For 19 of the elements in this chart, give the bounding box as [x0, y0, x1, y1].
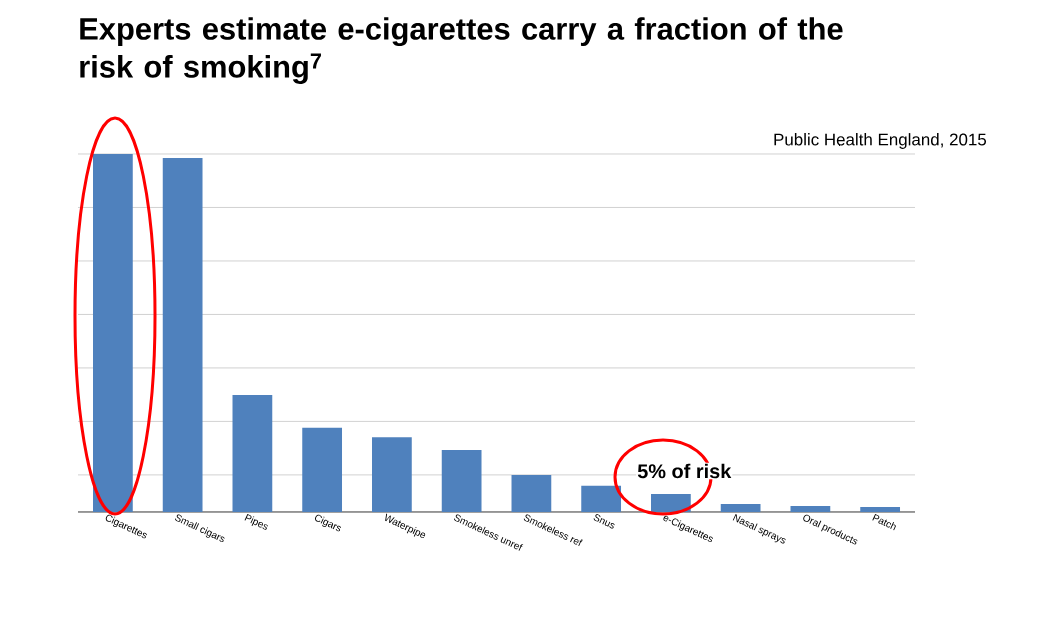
- bar: [372, 437, 412, 512]
- bar: [860, 506, 901, 512]
- bar: [790, 505, 831, 512]
- bar: [232, 394, 273, 512]
- chart-title: Experts estimate e-cigarettes carry a fraction of the risk of smoking$^{7}$: [80, 17, 843, 84]
- bar: [93, 153, 133, 512]
- bar: [651, 494, 691, 512]
- annotation: 5% of risk: [637, 463, 732, 479]
- bar: [302, 427, 343, 512]
- text: Public Health England, 2015: [774, 133, 987, 149]
- bar: [720, 504, 761, 512]
- x-tick-label: Patch: [872, 513, 896, 531]
- bar: [581, 485, 622, 512]
- bar: [162, 157, 203, 512]
- x-tick-label: Snus: [593, 514, 615, 529]
- x-tick-label: Pipes: [244, 513, 268, 530]
- bar: [511, 475, 552, 512]
- x-tick-label: Small cigars: [175, 514, 225, 543]
- bar: [441, 450, 482, 512]
